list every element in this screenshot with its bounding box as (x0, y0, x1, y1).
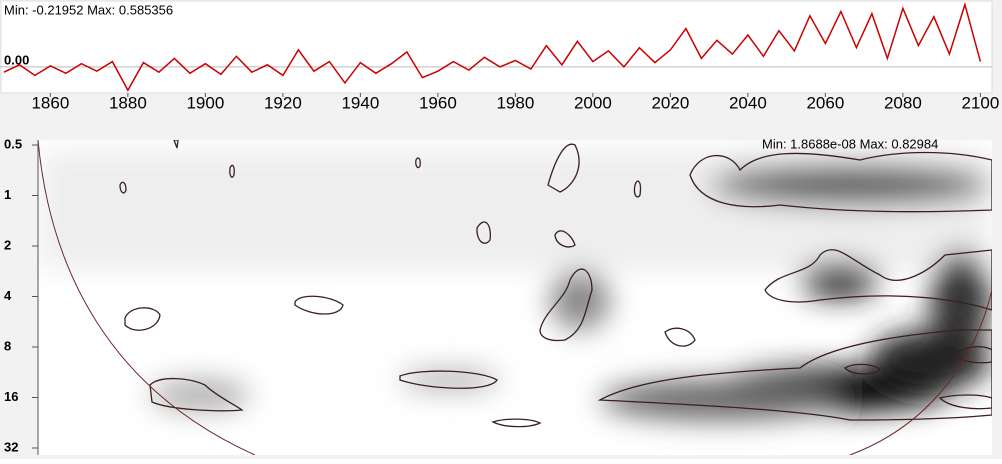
cone-of-influence (38, 140, 992, 455)
series-line (3, 1, 982, 92)
y-tick-label: 1 (4, 187, 11, 202)
x-tick-label: 2020 (651, 93, 689, 112)
top-plot-area (0, 0, 993, 94)
x-tick-label: 1960 (419, 93, 457, 112)
x-tick-label: 1900 (186, 93, 224, 112)
x-tick-label: 2040 (729, 93, 767, 112)
y-tick-label: 0.5 (4, 136, 22, 151)
top-stats: Min: -0.21952 Max: 0.585356 (4, 2, 173, 17)
y-tick-label: 0.00 (4, 52, 29, 67)
y-tick-label: 32 (4, 439, 18, 454)
x-tick-label: 1920 (264, 93, 302, 112)
y-tick-label: 16 (4, 389, 18, 404)
y-tick-label: 8 (4, 338, 11, 353)
significance-contours (119, 140, 992, 428)
x-tick-label: 1860 (31, 93, 69, 112)
x-tick-label: 1980 (496, 93, 534, 112)
x-tick-label: 2080 (884, 93, 922, 112)
x-tick-label: 1880 (109, 93, 147, 112)
x-tick-label: 2000 (574, 93, 612, 112)
y-tick-label: 4 (4, 288, 12, 303)
scalogram (38, 140, 992, 455)
x-tick-label: 1940 (341, 93, 379, 112)
bottom-stats: Min: 1.8688e-08 Max: 0.82984 (762, 136, 938, 151)
x-tick-label: 2060 (806, 93, 844, 112)
y-tick-label: 2 (4, 237, 11, 252)
x-tick-label: 2100 (961, 93, 999, 112)
